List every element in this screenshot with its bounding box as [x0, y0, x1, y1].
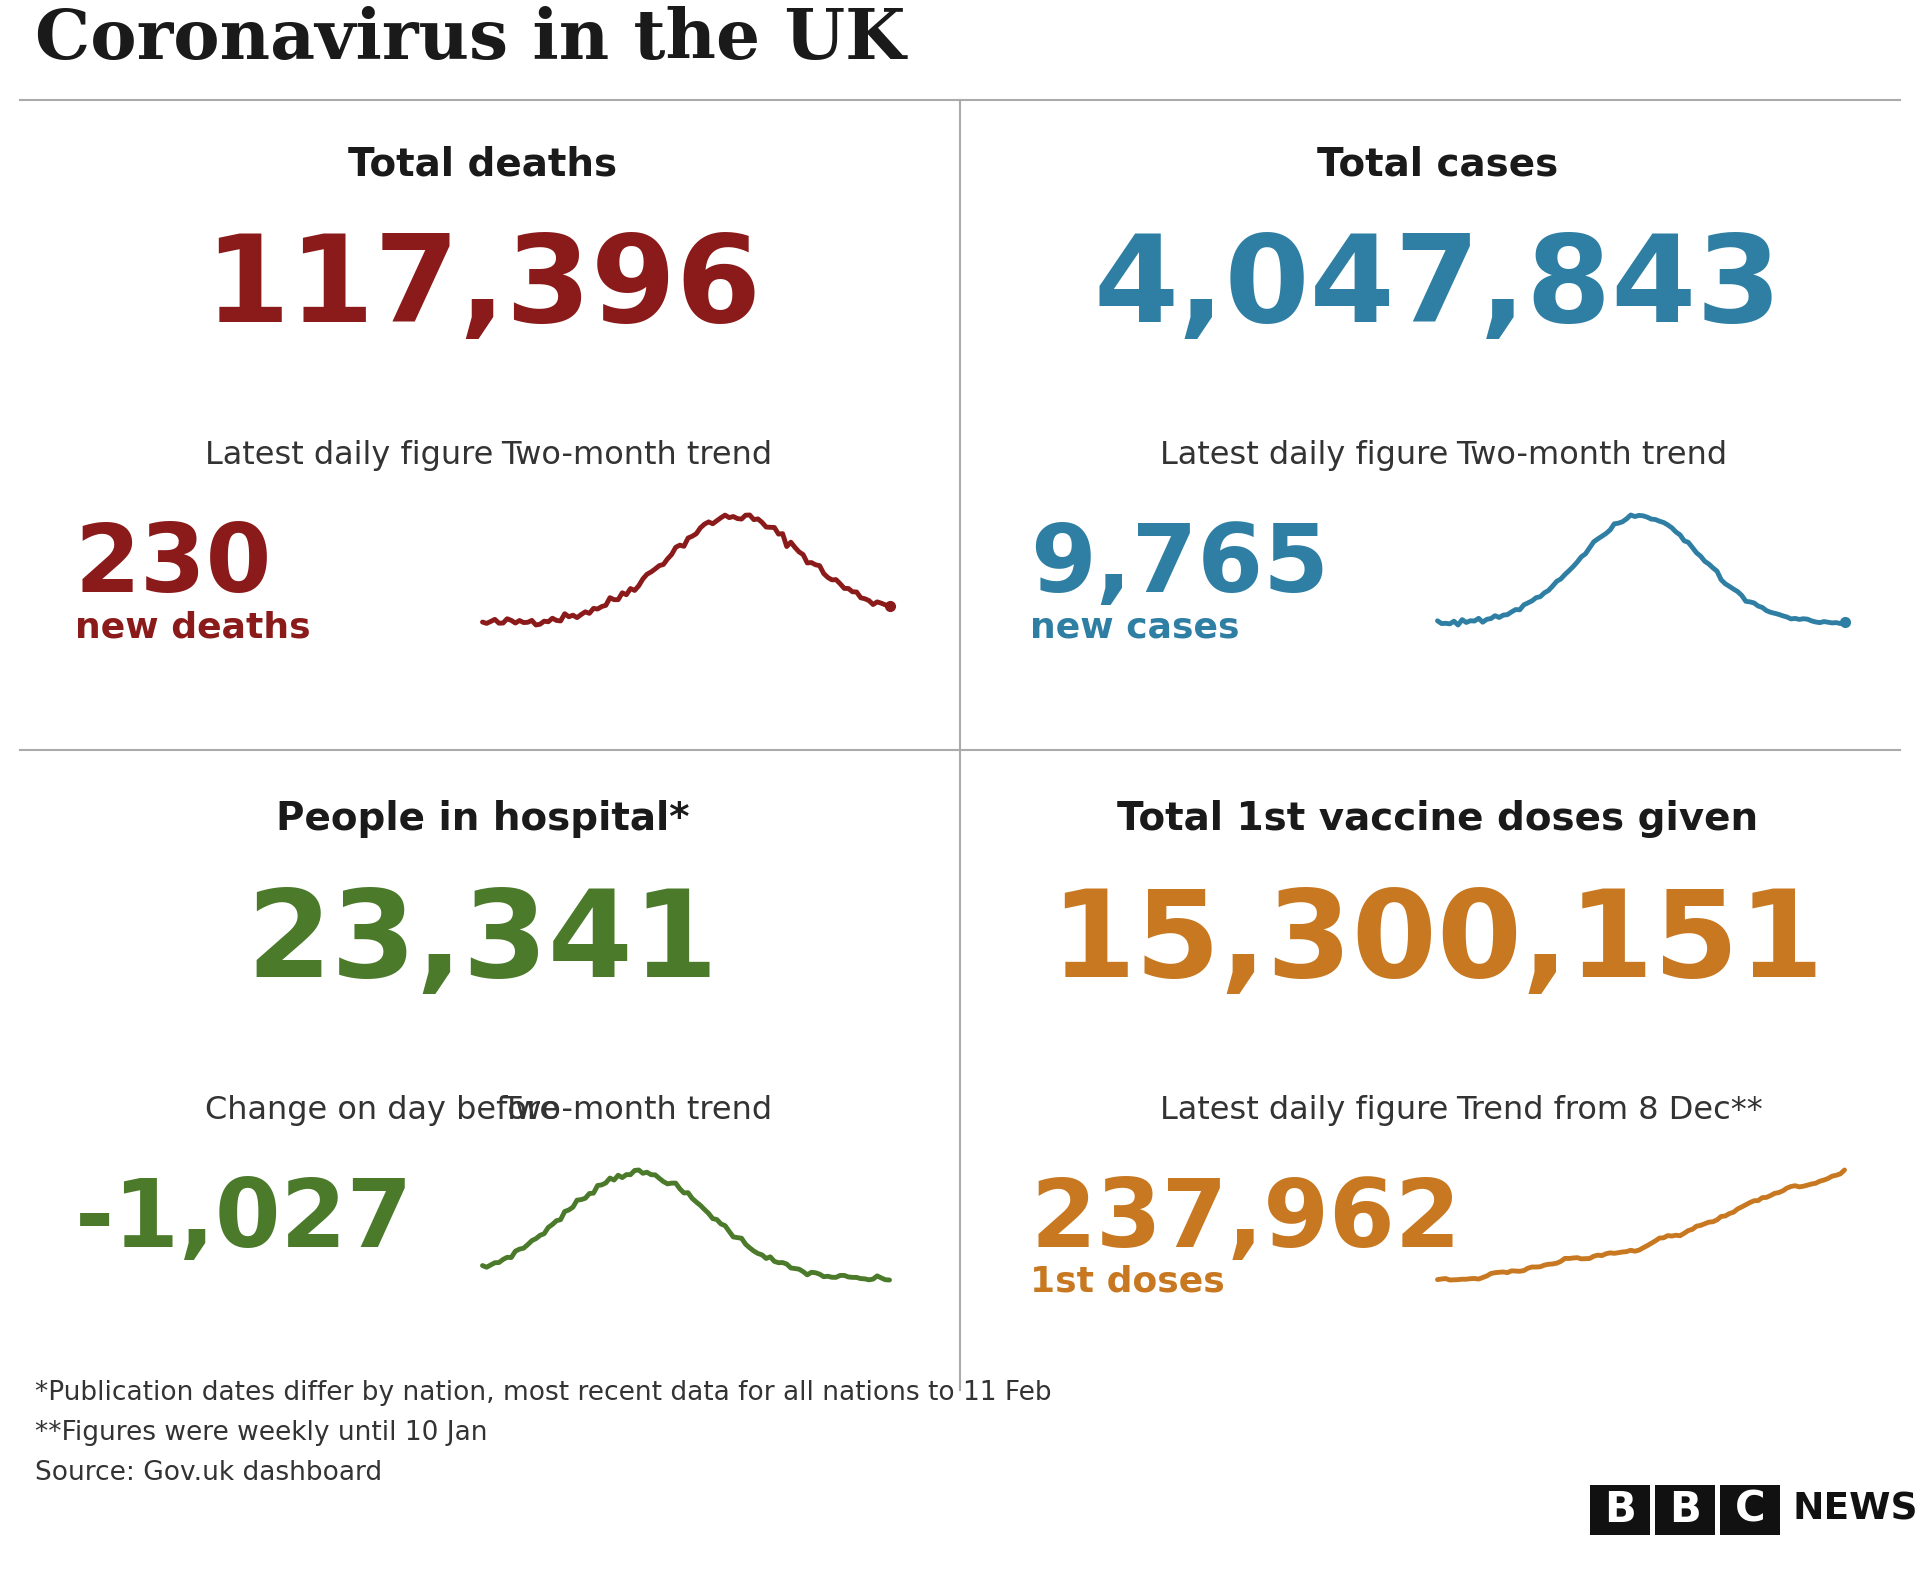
Text: Latest daily figure: Latest daily figure	[1160, 440, 1448, 471]
Text: **Figures were weekly until 10 Jan: **Figures were weekly until 10 Jan	[35, 1420, 488, 1445]
Text: Two-month trend: Two-month trend	[501, 1096, 772, 1126]
Text: -1,027: -1,027	[75, 1175, 413, 1267]
FancyBboxPatch shape	[1720, 1485, 1780, 1534]
Text: NEWS: NEWS	[1793, 1491, 1918, 1528]
Text: 237,962: 237,962	[1029, 1175, 1461, 1267]
Text: Total cases: Total cases	[1317, 145, 1559, 183]
Text: B: B	[1668, 1488, 1701, 1531]
Text: 23,341: 23,341	[246, 886, 718, 1002]
FancyBboxPatch shape	[1655, 1485, 1715, 1534]
Text: 117,396: 117,396	[204, 231, 760, 347]
FancyBboxPatch shape	[1590, 1485, 1649, 1534]
Text: new cases: new cases	[1029, 611, 1240, 644]
Text: Source: Gov.uk dashboard: Source: Gov.uk dashboard	[35, 1460, 382, 1487]
Text: 1st doses: 1st doses	[1029, 1266, 1225, 1299]
Text: Latest daily figure: Latest daily figure	[205, 440, 493, 471]
Text: Coronavirus in the UK: Coronavirus in the UK	[35, 6, 906, 73]
Text: C: C	[1734, 1488, 1764, 1531]
Text: Total deaths: Total deaths	[348, 145, 616, 183]
Text: Change on day before: Change on day before	[205, 1096, 559, 1126]
Text: 230: 230	[75, 520, 273, 612]
Text: new deaths: new deaths	[75, 611, 311, 644]
Text: Two-month trend: Two-month trend	[1455, 440, 1728, 471]
Text: Latest daily figure: Latest daily figure	[1160, 1096, 1448, 1126]
Text: 15,300,151: 15,300,151	[1050, 886, 1824, 1002]
Text: 9,765: 9,765	[1029, 520, 1329, 612]
Text: B: B	[1603, 1488, 1636, 1531]
Text: *Publication dates differ by nation, most recent data for all nations to 11 Feb: *Publication dates differ by nation, mos…	[35, 1380, 1052, 1406]
Text: People in hospital*: People in hospital*	[276, 800, 689, 838]
Text: Trend from 8 Dec**: Trend from 8 Dec**	[1455, 1096, 1763, 1126]
Text: 4,047,843: 4,047,843	[1092, 231, 1782, 347]
Text: Total 1st vaccine doses given: Total 1st vaccine doses given	[1117, 800, 1759, 838]
Text: Two-month trend: Two-month trend	[501, 440, 772, 471]
